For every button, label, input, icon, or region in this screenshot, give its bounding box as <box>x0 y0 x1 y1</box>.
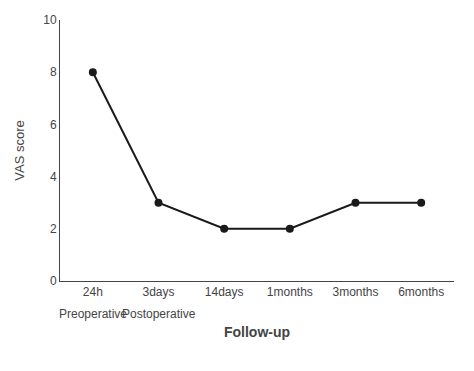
svg-text:10: 10 <box>43 13 57 27</box>
svg-text:Preoperative: Preoperative <box>59 307 127 321</box>
svg-text:6: 6 <box>50 118 57 132</box>
svg-text:4: 4 <box>50 170 57 184</box>
svg-text:24h: 24h <box>83 285 103 299</box>
svg-text:8: 8 <box>50 65 57 79</box>
svg-text:0: 0 <box>50 274 57 288</box>
svg-text:14days: 14days <box>205 285 244 299</box>
svg-text:Follow-up: Follow-up <box>224 324 290 340</box>
svg-text:2: 2 <box>50 222 57 236</box>
svg-text:3months: 3months <box>332 285 378 299</box>
svg-text:6months: 6months <box>398 285 444 299</box>
svg-text:Postoperative: Postoperative <box>122 307 196 321</box>
svg-text:1months: 1months <box>267 285 313 299</box>
svg-text:3days: 3days <box>142 285 174 299</box>
svg-text:VAS score: VAS score <box>12 120 27 180</box>
